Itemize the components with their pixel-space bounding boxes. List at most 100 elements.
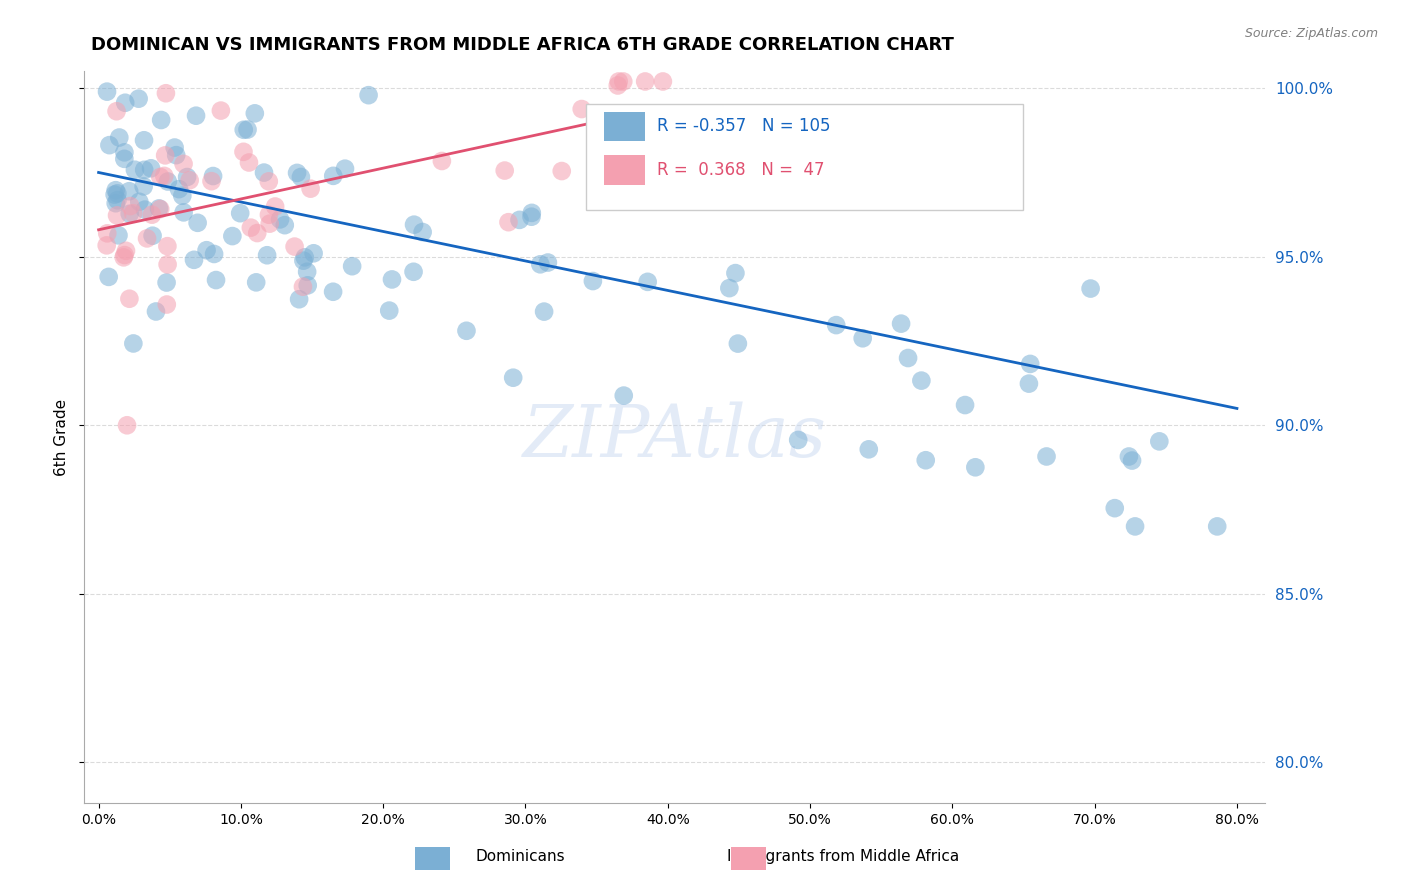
- Point: [456, 324, 478, 338]
- FancyBboxPatch shape: [605, 112, 645, 141]
- FancyBboxPatch shape: [586, 104, 1024, 211]
- Point: [163, 140, 186, 154]
- Point: [173, 157, 195, 171]
- Point: [787, 433, 810, 447]
- Point: [120, 199, 142, 213]
- Point: [205, 273, 228, 287]
- Point: [613, 388, 636, 402]
- Point: [508, 213, 530, 227]
- Point: [502, 370, 524, 384]
- Point: [643, 158, 665, 172]
- Point: [97, 269, 120, 284]
- Text: Dominicans: Dominicans: [475, 849, 565, 863]
- Point: [257, 208, 280, 222]
- Point: [520, 206, 543, 220]
- Point: [128, 92, 150, 106]
- Point: [122, 336, 145, 351]
- Point: [156, 174, 179, 188]
- Point: [96, 85, 118, 99]
- Point: [430, 153, 453, 168]
- Point: [634, 74, 657, 88]
- Point: [274, 218, 297, 232]
- Point: [149, 169, 172, 184]
- Point: [910, 374, 932, 388]
- Point: [118, 207, 141, 221]
- Point: [494, 163, 516, 178]
- Point: [134, 162, 156, 177]
- Point: [148, 202, 170, 216]
- Text: Immigrants from Middle Africa: Immigrants from Middle Africa: [727, 849, 960, 863]
- Point: [612, 180, 634, 194]
- Point: [537, 255, 560, 269]
- Point: [357, 88, 380, 103]
- Point: [333, 161, 356, 176]
- Point: [124, 162, 146, 177]
- Point: [291, 279, 314, 293]
- Text: Source: ZipAtlas.com: Source: ZipAtlas.com: [1244, 27, 1378, 40]
- Point: [105, 186, 128, 201]
- Point: [114, 95, 136, 110]
- Point: [150, 113, 173, 128]
- Point: [112, 145, 135, 160]
- Point: [104, 196, 127, 211]
- Point: [965, 460, 987, 475]
- Point: [202, 247, 225, 261]
- Point: [529, 257, 551, 271]
- Point: [105, 104, 128, 119]
- Point: [651, 74, 673, 88]
- Point: [172, 188, 194, 202]
- Point: [294, 250, 316, 264]
- Point: [498, 215, 520, 229]
- Point: [96, 227, 118, 241]
- Point: [122, 206, 145, 220]
- Point: [890, 317, 912, 331]
- Point: [245, 276, 267, 290]
- Point: [156, 239, 179, 253]
- Point: [381, 272, 404, 286]
- Point: [724, 266, 747, 280]
- Point: [402, 265, 425, 279]
- Point: [139, 161, 162, 176]
- Point: [299, 182, 322, 196]
- Point: [142, 228, 165, 243]
- Point: [184, 109, 207, 123]
- Point: [179, 173, 201, 187]
- Point: [1206, 519, 1229, 533]
- Point: [136, 231, 159, 245]
- Point: [183, 252, 205, 267]
- Point: [612, 74, 634, 88]
- Point: [253, 165, 276, 179]
- Point: [155, 87, 177, 101]
- Point: [607, 74, 630, 88]
- Point: [153, 169, 176, 183]
- Point: [238, 155, 260, 169]
- Point: [257, 174, 280, 188]
- Point: [112, 251, 135, 265]
- Point: [340, 259, 363, 273]
- Point: [256, 248, 278, 262]
- Point: [1123, 519, 1146, 533]
- Point: [1149, 434, 1171, 449]
- Point: [322, 169, 344, 183]
- Point: [914, 453, 936, 467]
- Point: [606, 78, 628, 93]
- Point: [718, 281, 741, 295]
- Point: [236, 122, 259, 136]
- Point: [187, 216, 209, 230]
- Point: [288, 292, 311, 306]
- Point: [290, 169, 312, 184]
- Point: [1104, 501, 1126, 516]
- Point: [128, 194, 150, 209]
- Point: [1035, 450, 1057, 464]
- Point: [259, 217, 281, 231]
- Text: DOMINICAN VS IMMIGRANTS FROM MIDDLE AFRICA 6TH GRADE CORRELATION CHART: DOMINICAN VS IMMIGRANTS FROM MIDDLE AFRI…: [91, 36, 955, 54]
- Point: [571, 102, 593, 116]
- Point: [202, 169, 225, 183]
- Point: [402, 218, 425, 232]
- Point: [520, 210, 543, 224]
- Point: [167, 182, 190, 196]
- Point: [114, 248, 136, 262]
- Point: [858, 442, 880, 457]
- Point: [533, 304, 555, 318]
- Point: [229, 206, 252, 220]
